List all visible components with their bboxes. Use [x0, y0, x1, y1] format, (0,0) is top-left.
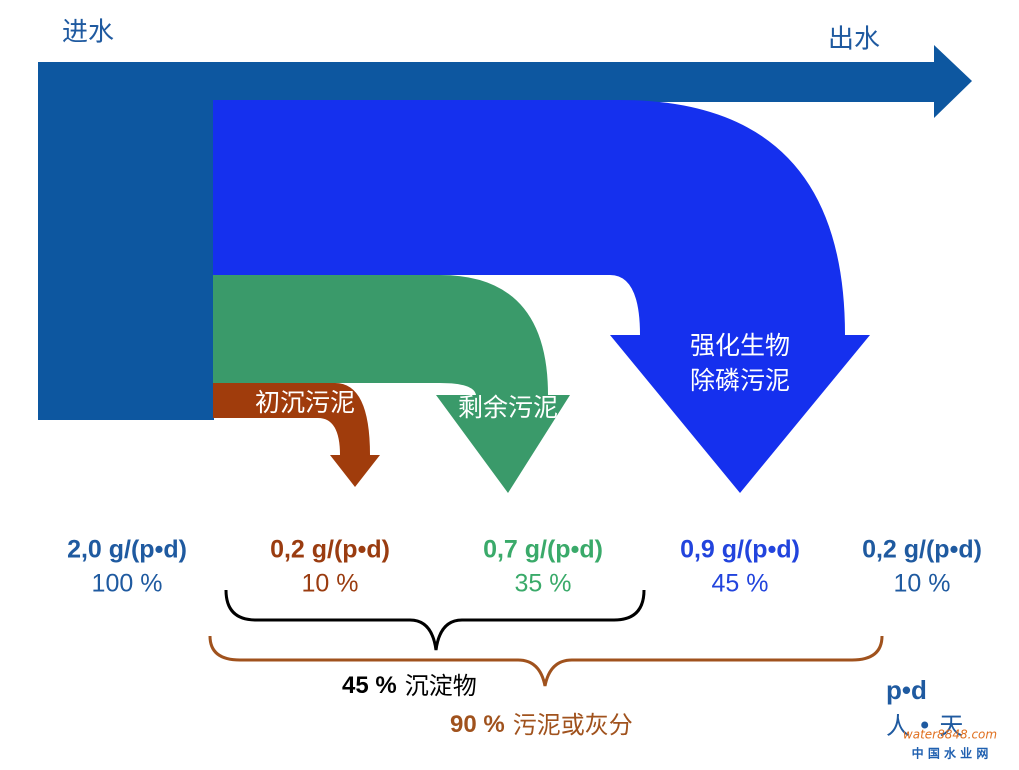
load: 0,2 g/(p•d): [270, 536, 390, 564]
brace: [224, 589, 646, 651]
bio-p-flow: [213, 100, 870, 493]
outflow-arrowhead: [934, 45, 972, 118]
primary-flow: [213, 383, 380, 487]
brace-label: 90 % 污泥或灰分: [450, 711, 633, 739]
watermark: water8848.com: [903, 728, 997, 742]
legend-unit: p•d: [886, 675, 927, 705]
flow-label: 初沉污泥: [255, 388, 355, 417]
load: 0,2 g/(p•d): [862, 536, 982, 564]
flow-label: 剩余污泥: [458, 393, 558, 422]
excess-flow: [213, 275, 570, 493]
brace-text: 污泥或灰分: [513, 711, 633, 739]
flow-label: 强化生物: [690, 331, 790, 360]
percent: 35 %: [515, 570, 572, 598]
brace-percent: 45 %: [342, 672, 397, 699]
inflow-block: [38, 62, 214, 420]
percent: 100 %: [92, 570, 163, 598]
load: 2,0 g/(p•d): [67, 536, 187, 564]
brace: [208, 635, 884, 687]
watermark: 中 国 水 业 网: [912, 746, 989, 761]
outflow-label: 出水: [828, 25, 880, 55]
percent: 45 %: [712, 570, 769, 598]
legend-meaning: 人 • 天: [886, 712, 963, 740]
brace-label: 45 % 沉淀物: [342, 672, 477, 700]
percent: 10 %: [302, 570, 359, 598]
load: 0,9 g/(p•d): [680, 536, 800, 564]
percent: 10 %: [894, 570, 951, 598]
inflow-label: 进水: [62, 18, 114, 48]
load: 0,7 g/(p•d): [483, 536, 603, 564]
brace-text: 沉淀物: [405, 672, 477, 700]
brace-percent: 90 %: [450, 711, 505, 738]
outflow-band: [212, 62, 936, 102]
flow-label: 除磷污泥: [690, 366, 790, 395]
